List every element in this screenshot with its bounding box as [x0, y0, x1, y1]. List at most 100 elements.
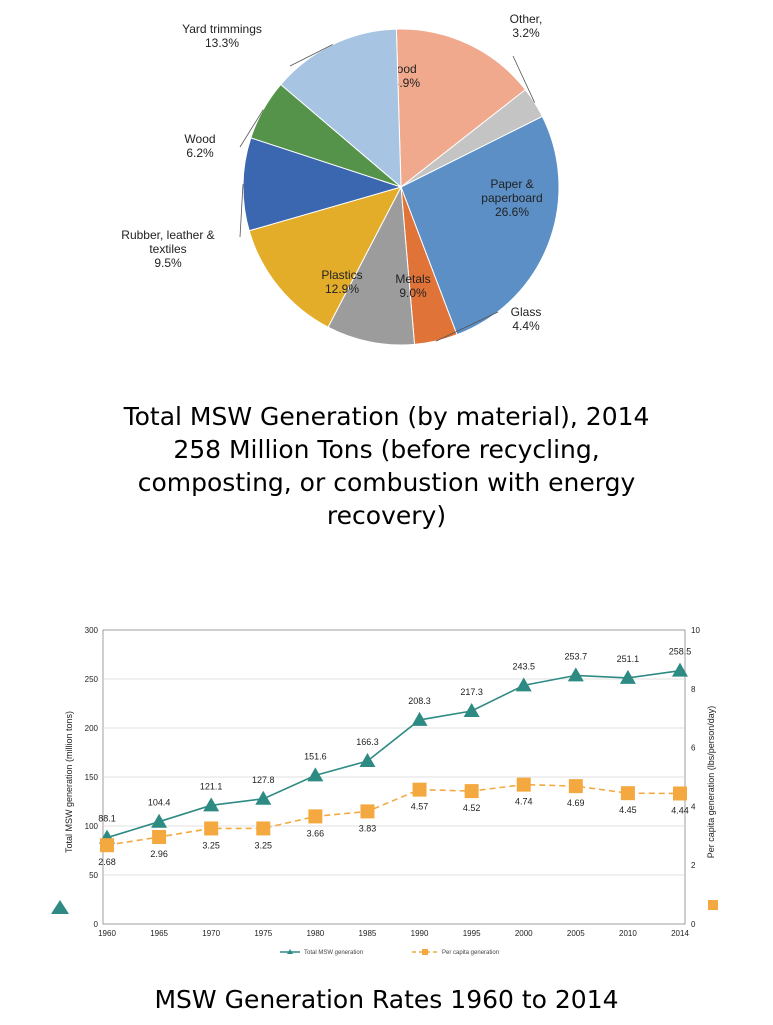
pie-leader-line	[239, 109, 264, 148]
pie-chart-title: Total MSW Generation (by material), 2014…	[0, 400, 773, 532]
data-label-total-1990: 208.3	[408, 696, 431, 706]
y-right-tick-label: 0	[691, 920, 696, 929]
data-point-per-capita-1975	[256, 821, 271, 836]
data-label-total-1970: 121.1	[200, 781, 223, 791]
data-label-total-1980: 151.6	[304, 751, 327, 761]
x-tick-label: 1970	[202, 929, 220, 938]
data-point-total-1995	[463, 703, 480, 718]
pie-label-line: Glass	[511, 305, 542, 319]
pie-label-line: 3.2%	[512, 26, 540, 40]
pie-slice-metals	[327, 185, 416, 346]
data-point-total-1970	[203, 797, 220, 812]
pie-label-line: textiles	[149, 242, 186, 256]
y-right-tick-label: 4	[691, 802, 696, 811]
pie-label-line: 4.4%	[512, 319, 540, 333]
data-point-per-capita-1965	[152, 829, 167, 844]
pie-title-line-1: Total MSW Generation (by material), 2014	[123, 402, 650, 431]
y-left-tick-label: 100	[85, 822, 99, 831]
y-left-tick-label: 150	[85, 773, 99, 782]
data-point-per-capita-2014	[673, 786, 687, 801]
pie-leader-line	[512, 55, 535, 103]
pie-label-line: Rubber, leather &	[121, 228, 214, 242]
pie-label-line: Metals	[395, 272, 430, 286]
y-right-tick-label: 6	[691, 744, 696, 753]
y-right-tick-label: 10	[691, 626, 700, 635]
y-left-axis-title: Total MSW generation (million tons)	[64, 711, 74, 853]
pie-title-line-3: composting, or combustion with energy	[137, 468, 636, 497]
pie-label-line: 9.0%	[399, 286, 427, 300]
x-tick-label: 2014	[671, 929, 689, 938]
pie-label-other: Other,3.2%	[510, 12, 543, 40]
pie-slice-paper-paperboard	[400, 115, 560, 336]
pie-slice-plastics	[248, 186, 402, 328]
pie-leader-line	[435, 311, 499, 342]
data-point-total-1980	[307, 767, 324, 782]
data-point-per-capita-2005	[568, 779, 583, 794]
x-tick-label: 1985	[359, 929, 377, 938]
y-left-tick-label: 250	[85, 675, 99, 684]
data-label-total-2014: 258.5	[669, 647, 692, 657]
y-right-tick-label: 8	[691, 685, 696, 694]
data-label-per-capita-1970: 3.25	[202, 840, 220, 850]
line-chart-title: MSW Generation Rates 1960 to 2014	[154, 985, 619, 1014]
y-left-tick-label: 0	[94, 920, 99, 929]
data-point-per-capita-1960	[100, 838, 114, 853]
pie-label-line: Plastics	[321, 268, 362, 282]
data-point-total-2005	[567, 667, 584, 682]
pie-title-line-2: 258 Million Tons (before recycling,	[173, 435, 600, 464]
pie-label-line: 9.5%	[154, 256, 182, 270]
left-axis-triangle-marker	[51, 900, 69, 914]
data-label-per-capita-2000: 4.74	[515, 797, 533, 807]
pie-label-line: Paper &	[490, 177, 533, 191]
line-chart: 0 50 100 150 200 250 300 0 2 4 6 8 10 1960 1965 1970 197…	[51, 626, 718, 956]
pie-label-line: Wood	[184, 132, 215, 146]
data-label-per-capita-2005: 4.69	[567, 798, 585, 808]
data-label-per-capita-1980: 3.66	[307, 828, 325, 838]
data-point-per-capita-2000	[516, 777, 531, 792]
y-left-tick-label: 200	[85, 724, 99, 733]
pie-label-line: 12.9%	[325, 282, 359, 296]
data-point-total-1965	[151, 813, 168, 828]
pie-label-line: 13.3%	[205, 36, 239, 50]
legend-marker-total	[287, 949, 293, 954]
data-label-per-capita-1965: 2.96	[150, 849, 168, 859]
data-label-total-1960: 88.1	[98, 814, 116, 824]
series-line-per-capita-generation	[106, 783, 681, 846]
y-right-tick-label: 2	[691, 861, 696, 870]
data-point-per-capita-1990	[412, 782, 427, 797]
x-tick-label: 1980	[306, 929, 324, 938]
data-label-total-1965: 104.4	[148, 798, 171, 808]
data-point-total-1975	[255, 790, 272, 805]
pie-label-line: Yard trimmings	[182, 22, 262, 36]
x-tick-label: 2005	[567, 929, 585, 938]
data-point-per-capita-2010	[620, 786, 635, 801]
data-point-total-2000	[515, 677, 532, 692]
data-label-total-2010: 251.1	[617, 654, 640, 664]
x-tick-label: 1960	[98, 929, 116, 938]
pie-slice-rubber-leather-textiles	[242, 137, 403, 232]
data-label-per-capita-2014: 4.44	[671, 805, 689, 815]
series-line-total-msw-generation	[106, 669, 681, 839]
data-label-total-1985: 166.3	[356, 737, 379, 747]
data-point-total-2010	[619, 669, 636, 684]
pie-label-line: Other,	[510, 12, 543, 26]
pie-label-line: paperboard	[481, 191, 542, 205]
x-tick-label: 1990	[411, 929, 429, 938]
legend-label-total: Total MSW generation	[304, 950, 363, 956]
pie-title-line-4: recovery)	[326, 501, 447, 530]
data-point-total-1990	[411, 711, 428, 726]
x-tick-label: 1975	[254, 929, 272, 938]
data-point-total-1985	[359, 753, 376, 768]
y-left-tick-label: 50	[89, 871, 98, 880]
data-label-total-2005: 253.7	[565, 651, 588, 661]
pie-label-line: 26.6%	[495, 205, 529, 219]
legend-marker-per-capita	[422, 949, 428, 955]
legend-label-per-capita: Per capita generation	[442, 950, 499, 956]
